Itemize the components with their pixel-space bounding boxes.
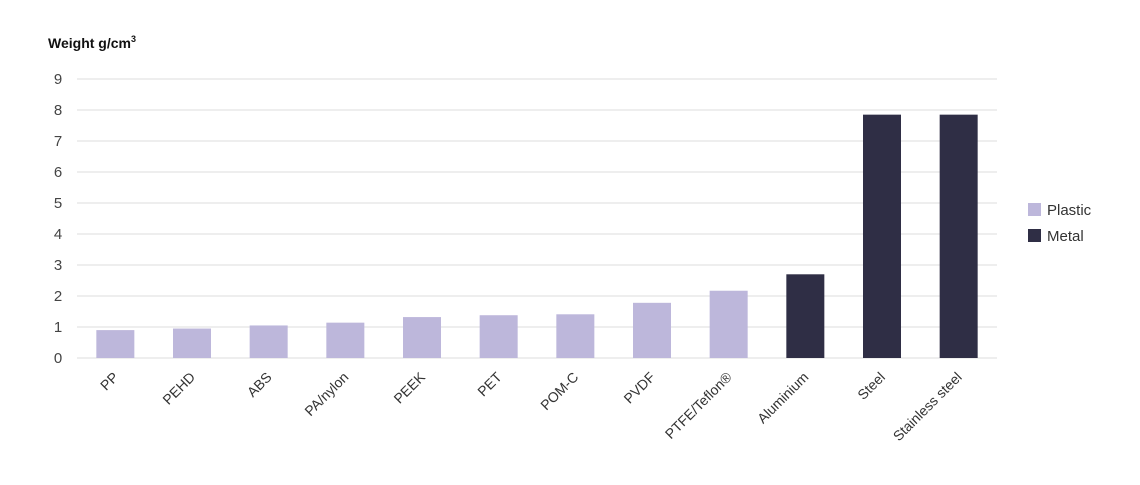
y-tick-label: 0: [54, 350, 62, 367]
legend-swatch-plastic: [1028, 203, 1041, 216]
x-tick-label: POM-C: [537, 369, 581, 413]
gridlines: [77, 78, 997, 359]
x-tick-label: PET: [474, 368, 505, 399]
y-tick-label: 7: [54, 133, 62, 150]
bar: [786, 274, 825, 358]
bar: [633, 302, 671, 358]
y-tick-label: 3: [54, 257, 62, 274]
x-tick-label: Steel: [854, 369, 888, 403]
bar: [403, 317, 441, 358]
bar: [863, 114, 901, 359]
bar: [709, 290, 748, 358]
bar: [479, 315, 518, 358]
x-tick-label: ABS: [244, 369, 275, 400]
x-tick-label: PEHD: [159, 369, 198, 408]
x-tick-label: Stainless steel: [890, 369, 965, 444]
x-tick-label: PEEK: [390, 368, 428, 406]
y-axis-ticks: 0 1 2 3 4 5 6 7 8 9: [54, 71, 62, 367]
x-tick-label: Aluminium: [754, 369, 812, 427]
bar: [173, 328, 211, 358]
x-tick-label: PA/nylon: [301, 369, 351, 419]
x-tick-label: PTFE/Teflon®: [662, 368, 736, 442]
bar: [96, 330, 135, 358]
legend-swatch-metal: [1028, 229, 1041, 242]
y-tick-label: 1: [54, 319, 62, 336]
bar: [939, 114, 978, 359]
legend-label-plastic: Plastic: [1047, 202, 1092, 219]
y-tick-label: 2: [54, 288, 62, 305]
y-tick-label: 9: [54, 71, 62, 88]
y-tick-label: 4: [54, 226, 62, 243]
bar: [326, 322, 365, 358]
y-tick-label: 5: [54, 195, 62, 212]
bar: [249, 325, 288, 358]
y-tick-label: 6: [54, 164, 62, 181]
legend-label-metal: Metal: [1047, 228, 1084, 245]
y-tick-label: 8: [54, 102, 62, 119]
bar: [556, 314, 595, 358]
x-tick-label: PP: [97, 369, 122, 394]
legend: Plastic Metal: [1028, 202, 1092, 245]
x-axis-labels: PP PEHD ABS PA/nylon PEEK PET POM-C PVDF PTFE/Te…: [97, 368, 965, 444]
x-tick-label: PVDF: [620, 369, 658, 407]
bars: [96, 114, 978, 359]
y-axis-title: Weight g/cm3: [48, 34, 136, 51]
